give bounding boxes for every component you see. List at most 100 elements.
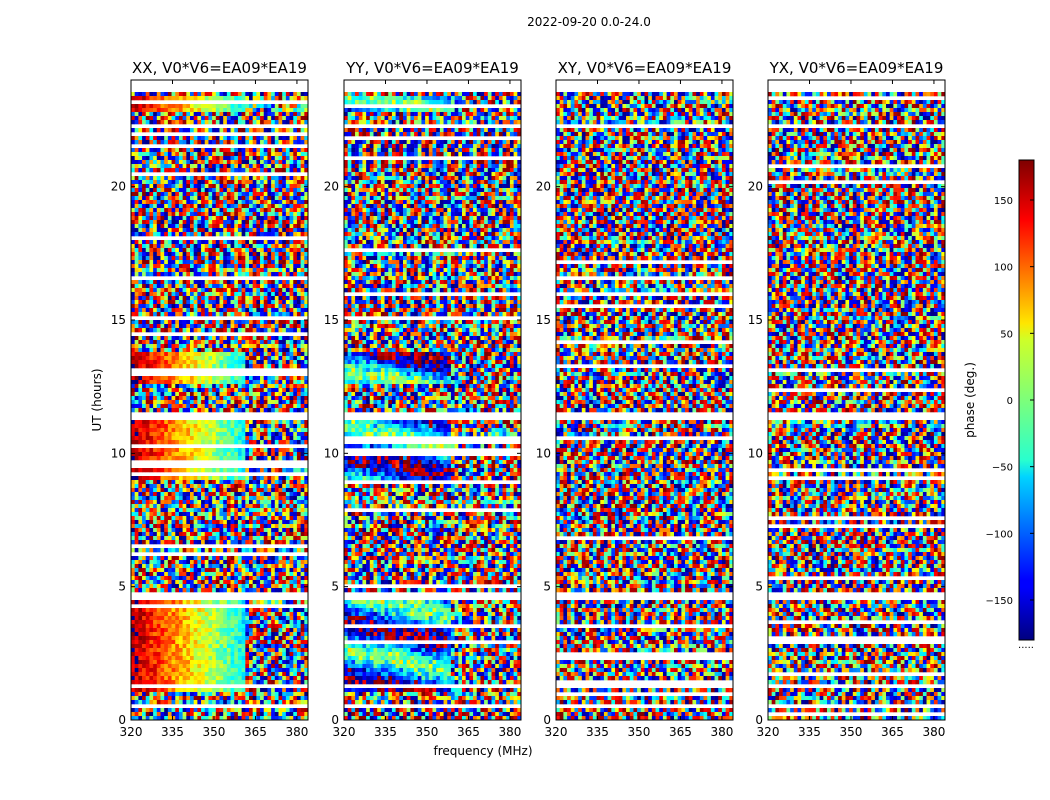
phase-cell xyxy=(153,92,157,96)
phase-cell xyxy=(234,200,238,204)
phase-cell xyxy=(242,212,246,216)
phase-cell xyxy=(220,232,224,236)
phase-cell xyxy=(253,116,257,120)
phase-cell xyxy=(179,140,183,144)
phase-cell xyxy=(267,228,271,232)
phase-cell xyxy=(168,152,172,156)
phase-cell xyxy=(142,148,146,152)
phase-cell xyxy=(183,212,187,216)
phase-cell xyxy=(168,192,172,196)
phase-cell xyxy=(271,148,275,152)
phase-cell xyxy=(161,248,165,252)
phase-cell xyxy=(223,240,227,244)
phase-cell xyxy=(301,200,305,204)
phase-cell xyxy=(197,232,201,236)
phase-cell xyxy=(149,96,153,100)
phase-cell xyxy=(138,168,142,172)
phase-cell xyxy=(238,224,242,228)
phase-cell xyxy=(153,216,157,220)
phase-cell xyxy=(260,248,264,252)
phase-cell xyxy=(131,112,135,116)
phase-cell xyxy=(223,156,227,160)
phase-cell xyxy=(245,128,249,132)
phase-cell xyxy=(197,148,201,152)
phase-cell xyxy=(245,164,249,168)
phase-cell xyxy=(290,208,294,212)
phase-cell xyxy=(216,112,220,116)
phase-cell xyxy=(146,204,150,208)
phase-cell xyxy=(149,200,153,204)
phase-cell xyxy=(197,244,201,248)
phase-cell xyxy=(161,232,165,236)
phase-cell xyxy=(271,128,275,132)
phase-cell xyxy=(142,96,146,100)
phase-cell xyxy=(245,240,249,244)
phase-cell xyxy=(149,216,153,220)
phase-cell xyxy=(153,228,157,232)
phase-cell xyxy=(164,200,168,204)
phase-cell xyxy=(190,176,194,180)
phase-cell xyxy=(190,116,194,120)
phase-cell xyxy=(175,140,179,144)
phase-cell xyxy=(301,208,305,212)
phase-cell xyxy=(286,96,290,100)
phase-cell xyxy=(253,96,257,100)
phase-cell xyxy=(157,152,161,156)
phase-cell xyxy=(161,216,165,220)
phase-cell xyxy=(245,224,249,228)
phase-cell xyxy=(138,108,142,112)
phase-cell xyxy=(146,228,150,232)
phase-cell xyxy=(223,112,227,116)
phase-cell xyxy=(282,128,286,132)
phase-cell xyxy=(264,220,268,224)
phase-cell xyxy=(212,220,216,224)
phase-cell xyxy=(212,184,216,188)
phase-cell xyxy=(245,232,249,236)
phase-cell xyxy=(282,120,286,124)
phase-cell xyxy=(282,116,286,120)
phase-cell xyxy=(260,224,264,228)
phase-cell xyxy=(179,156,183,160)
phase-cell xyxy=(172,216,176,220)
phase-cell xyxy=(179,200,183,204)
phase-cell xyxy=(216,92,220,96)
phase-cell xyxy=(290,176,294,180)
phase-cell xyxy=(208,228,212,232)
phase-cell xyxy=(220,240,224,244)
phase-cell xyxy=(220,92,224,96)
phase-cell xyxy=(186,148,190,152)
phase-cell xyxy=(271,104,275,108)
phase-cell xyxy=(223,200,227,204)
phase-cell xyxy=(194,248,198,252)
phase-cell xyxy=(194,184,198,188)
phase-cell xyxy=(183,188,187,192)
phase-cell xyxy=(168,180,172,184)
phase-cell xyxy=(279,164,283,168)
phase-cell xyxy=(290,232,294,236)
phase-cell xyxy=(183,224,187,228)
phase-cell xyxy=(220,160,224,164)
phase-cell xyxy=(290,152,294,156)
phase-cell xyxy=(227,196,231,200)
phase-cell xyxy=(172,152,176,156)
phase-cell xyxy=(212,168,216,172)
phase-cell xyxy=(172,212,176,216)
phase-cell xyxy=(264,104,268,108)
phase-cell xyxy=(208,192,212,196)
phase-cell xyxy=(256,168,260,172)
phase-cell xyxy=(146,120,150,124)
phase-cell xyxy=(149,116,153,120)
phase-cell xyxy=(267,192,271,196)
phase-cell xyxy=(290,180,294,184)
phase-cell xyxy=(135,136,139,140)
phase-cell xyxy=(164,148,168,152)
phase-cell xyxy=(175,244,179,248)
phase-cell xyxy=(190,136,194,140)
phase-cell xyxy=(201,112,205,116)
phase-cell xyxy=(231,244,235,248)
phase-cell xyxy=(205,108,209,112)
phase-cell xyxy=(205,148,209,152)
phase-cell xyxy=(205,136,209,140)
phase-cell xyxy=(279,228,283,232)
phase-cell xyxy=(153,204,157,208)
